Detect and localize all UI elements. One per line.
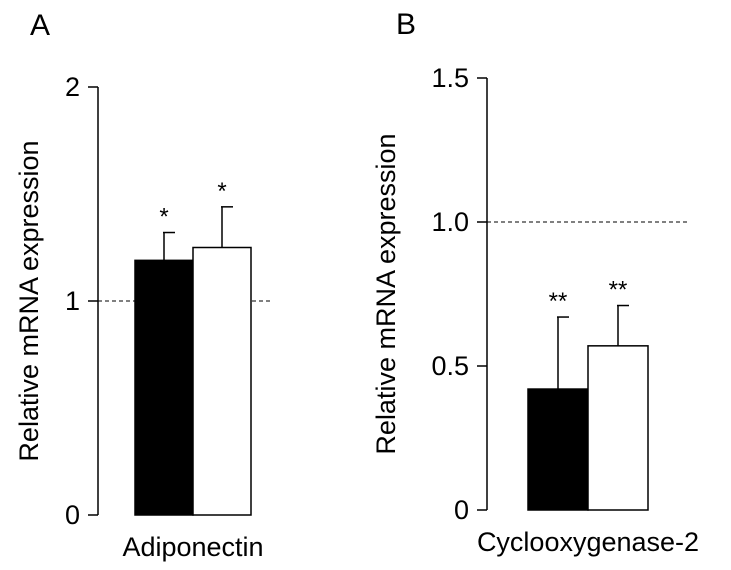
panel-a-significance-1: *	[159, 204, 168, 231]
panel-b-ytick-label: 0	[454, 495, 469, 525]
panel-b-x-axis-label: Cyclooxygenase-2	[477, 527, 699, 557]
panel-b-significance-1: **	[549, 288, 568, 315]
panel-a-significance-2: *	[217, 178, 226, 205]
panel-b-bar-1	[527, 388, 589, 511]
panel-a-ytick-label: 0	[65, 500, 80, 530]
panel-a-bar-1	[134, 259, 194, 516]
panel-b-y-axis-label: Relative mRNA expression	[371, 133, 401, 454]
panel-a-bar-2	[192, 246, 252, 516]
panel-a-label: A	[30, 9, 50, 42]
panel-b-label: B	[396, 8, 416, 41]
panel-a-ytick-label: 1	[65, 286, 80, 316]
panel-b-ytick-label: 0.5	[431, 351, 469, 381]
panel-b-ytick-label: 1.0	[431, 207, 469, 237]
panel-a-y-axis-label: Relative mRNA expression	[14, 140, 44, 461]
panel-a-x-axis-label: Adiponectin	[122, 532, 263, 562]
panel-b-significance-2: **	[609, 277, 628, 304]
panel-a-ytick-label: 2	[65, 72, 80, 102]
panel-b-bar-2	[587, 345, 649, 511]
panel-b-ytick-label: 1.5	[431, 63, 469, 93]
